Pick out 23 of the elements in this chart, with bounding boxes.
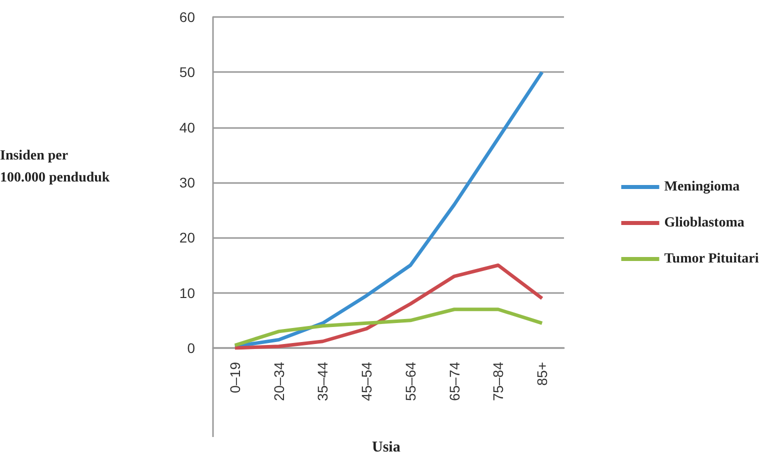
y-tick-label: 30: [179, 174, 196, 190]
legend-label: Meningioma: [664, 180, 740, 194]
x-tick-label: 85+: [534, 362, 550, 386]
line-series: [233, 308, 544, 347]
x-tick-label: 35–44: [314, 362, 331, 401]
x-tick-label: 45–54: [358, 362, 375, 401]
legend-label: Glioblastoma: [664, 216, 744, 230]
x-tick-label: 20–34: [270, 362, 287, 401]
y-tick-label: 20: [179, 230, 196, 246]
y-tick-label: 10: [179, 284, 196, 301]
y-tick-label: 60: [179, 9, 196, 25]
y-axis-title: Insiden per 100.000 penduduk: [0, 148, 110, 186]
x-axis-title: Usia: [372, 440, 401, 456]
x-tick-label: 75–84: [490, 362, 506, 401]
y-tick-label: 40: [179, 119, 196, 136]
x-tick-label: 65–74: [446, 362, 462, 401]
x-tick-label: 0–19: [226, 362, 243, 394]
line-series: [233, 264, 544, 350]
x-tick-label: 55–64: [402, 362, 418, 401]
line-series: [233, 70, 544, 348]
y-tick-label: 0: [187, 340, 196, 356]
y-tick-label: 50: [179, 64, 196, 80]
legend-label: Tumor Pituitari: [664, 252, 759, 266]
